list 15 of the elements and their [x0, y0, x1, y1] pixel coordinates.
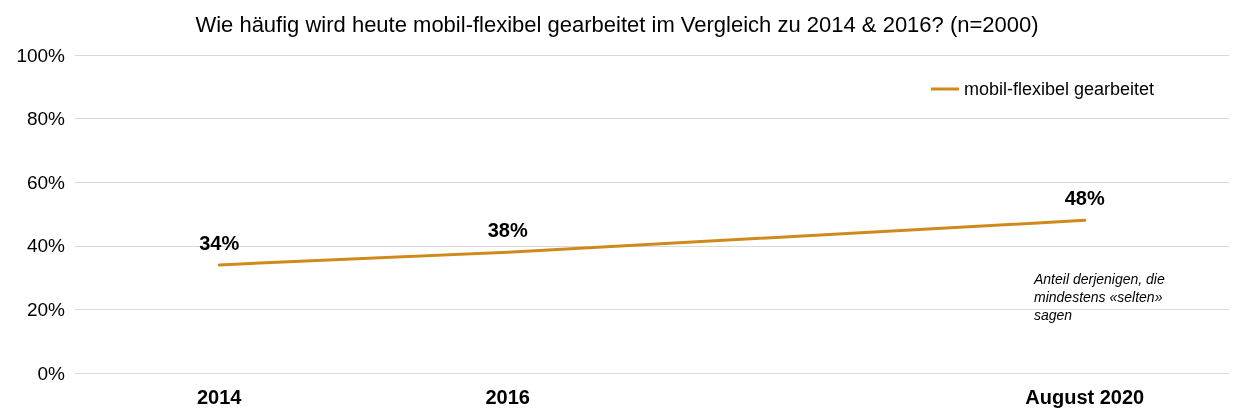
- y-tick-label: 20%: [26, 298, 66, 320]
- text: 34%: [199, 231, 240, 254]
- x-tick-label: 2016: [485, 386, 530, 408]
- y-tick-label: 40%: [26, 235, 66, 257]
- text: 38%: [487, 219, 528, 242]
- legend-label: mobil-flexibel gearbeitet: [963, 79, 1155, 99]
- annotation: Anteil derjenigen, die mindestens «selten» sagen: [1033, 271, 1169, 323]
- y-tick-label: 80%: [26, 108, 66, 130]
- chart-title: Wie häufig wird heute mobil-flexibel gearbeitet im Vergleich zu 2014 & 2016? (n=2000): [195, 11, 1039, 37]
- y-tick-label: 100%: [16, 44, 66, 66]
- y-tick-label: 0%: [37, 362, 66, 384]
- y-tick-label: 60%: [26, 171, 66, 193]
- x-tick-label: August 2020: [1025, 386, 1145, 408]
- x-tick-label: 2014: [197, 386, 243, 408]
- text: 48%: [1064, 187, 1105, 210]
